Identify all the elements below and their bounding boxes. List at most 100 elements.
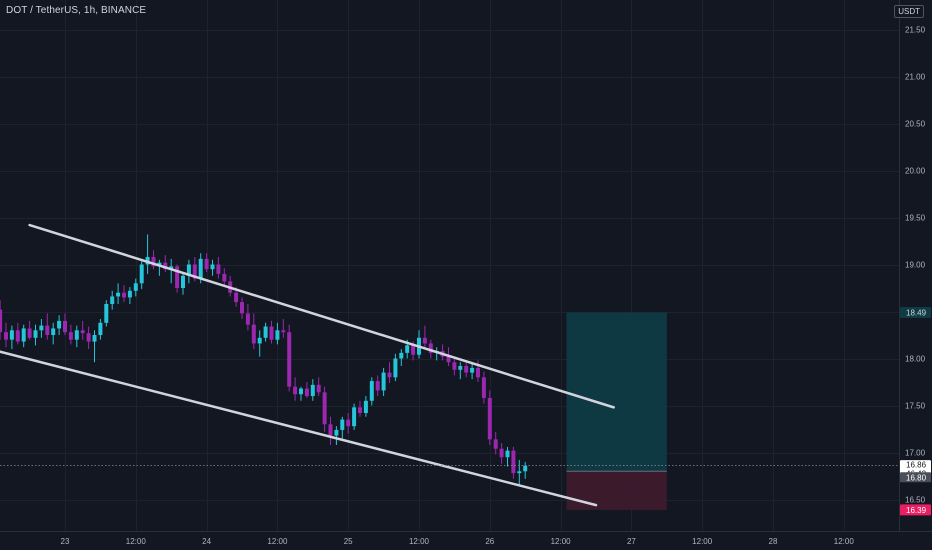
candle-up[interactable] — [98, 319, 103, 340]
candle-down[interactable] — [269, 320, 274, 344]
candle-up[interactable] — [57, 315, 62, 335]
candle-up[interactable] — [169, 258, 174, 284]
time-tick-label: 12:00 — [126, 537, 147, 546]
candle-down[interactable] — [316, 377, 321, 397]
candle-body — [334, 429, 339, 436]
candle-down[interactable] — [358, 400, 362, 417]
candle-down[interactable] — [281, 319, 286, 338]
candle-body — [405, 345, 410, 353]
candle-down[interactable] — [452, 356, 457, 376]
candle-up[interactable] — [393, 353, 398, 382]
candle-down[interactable] — [387, 362, 392, 383]
candle-up[interactable] — [310, 379, 315, 401]
candle-down[interactable] — [328, 416, 333, 445]
candle-body — [80, 330, 85, 334]
candle-up[interactable] — [133, 278, 138, 297]
candle-down[interactable] — [251, 313, 256, 350]
time-tick-label: 12:00 — [834, 537, 855, 546]
candle-up[interactable] — [186, 259, 191, 284]
candle-down[interactable] — [216, 256, 221, 279]
candle-down[interactable] — [245, 303, 250, 331]
candle-down[interactable] — [499, 443, 504, 464]
candle-down[interactable] — [175, 264, 180, 293]
candle-body — [68, 332, 73, 340]
candle-up[interactable] — [334, 426, 339, 445]
candle-up[interactable] — [116, 283, 121, 304]
candle-up[interactable] — [51, 322, 56, 345]
candle-up[interactable] — [523, 461, 528, 479]
candle-up[interactable] — [363, 396, 368, 417]
trend-channel[interactable] — [0, 223, 615, 507]
time-axis[interactable] — [0, 531, 932, 550]
candle-up[interactable] — [139, 259, 144, 289]
candle-up[interactable] — [110, 290, 115, 310]
trendline-lower[interactable] — [0, 335, 598, 507]
candle-up[interactable] — [458, 362, 463, 380]
candle-body — [422, 337, 427, 344]
candle-up[interactable] — [505, 446, 510, 467]
candle-up[interactable] — [257, 330, 262, 357]
candle-down[interactable] — [86, 326, 91, 350]
long-position-stop-zone[interactable] — [566, 471, 667, 510]
candle-down[interactable] — [27, 320, 32, 340]
candle-down[interactable] — [15, 322, 20, 345]
candle-down[interactable] — [464, 360, 469, 378]
candle-down[interactable] — [346, 413, 351, 434]
trendline-upper[interactable] — [28, 223, 615, 409]
candle-down[interactable] — [422, 325, 427, 348]
candle-down[interactable] — [304, 382, 309, 398]
candle-up[interactable] — [33, 324, 38, 346]
candle-up[interactable] — [104, 300, 109, 327]
candle-up[interactable] — [352, 403, 357, 430]
long-position-profit-zone[interactable] — [566, 312, 667, 472]
candle-down[interactable] — [204, 253, 209, 273]
candle-up[interactable] — [299, 386, 303, 401]
candle-up[interactable] — [275, 322, 280, 345]
candle-up[interactable] — [470, 363, 475, 380]
candle-down[interactable] — [493, 431, 498, 455]
candle-down[interactable] — [375, 375, 380, 397]
candle-down[interactable] — [287, 324, 292, 392]
candle-up[interactable] — [381, 367, 386, 397]
candle-down[interactable] — [511, 446, 516, 479]
candle-down[interactable] — [122, 285, 126, 303]
candle-up[interactable] — [181, 272, 185, 295]
candle-up[interactable] — [399, 349, 404, 367]
candle-body — [340, 419, 345, 430]
candle-down[interactable] — [45, 313, 50, 340]
candle-body — [511, 450, 516, 474]
candle-up[interactable] — [340, 416, 345, 439]
price-axis[interactable] — [899, 0, 932, 550]
candle-body — [352, 407, 357, 427]
candle-down[interactable] — [63, 313, 67, 335]
candle-down[interactable] — [293, 377, 298, 401]
candle-up[interactable] — [369, 377, 374, 406]
candle-body — [86, 333, 91, 342]
candle-down[interactable] — [163, 255, 168, 273]
candle-up[interactable] — [39, 319, 44, 338]
candle-up[interactable] — [263, 322, 268, 342]
candle-down[interactable] — [222, 268, 227, 286]
candle-down[interactable] — [68, 324, 73, 345]
candle-up[interactable] — [9, 325, 14, 350]
time-tick-label: 28 — [769, 537, 778, 546]
candle-up[interactable] — [21, 324, 26, 348]
candle-up[interactable] — [74, 325, 79, 348]
currency-unit-badge[interactable]: USDT — [894, 5, 924, 18]
candle-down[interactable] — [4, 322, 8, 348]
target-price-tag-value: 18.49 — [906, 308, 927, 317]
candle-up[interactable] — [127, 287, 132, 304]
candle-down[interactable] — [481, 371, 486, 404]
candle-down[interactable] — [80, 320, 85, 340]
candle-down[interactable] — [151, 250, 156, 270]
candle-body — [363, 400, 368, 414]
candle-down[interactable] — [487, 390, 492, 445]
candle-body — [393, 358, 398, 378]
candle-up[interactable] — [92, 330, 97, 363]
candle-down[interactable] — [0, 300, 3, 340]
candle-down[interactable] — [240, 297, 244, 320]
candle-up[interactable] — [210, 259, 215, 276]
candle-up[interactable] — [517, 460, 522, 485]
candle-down[interactable] — [322, 386, 327, 432]
